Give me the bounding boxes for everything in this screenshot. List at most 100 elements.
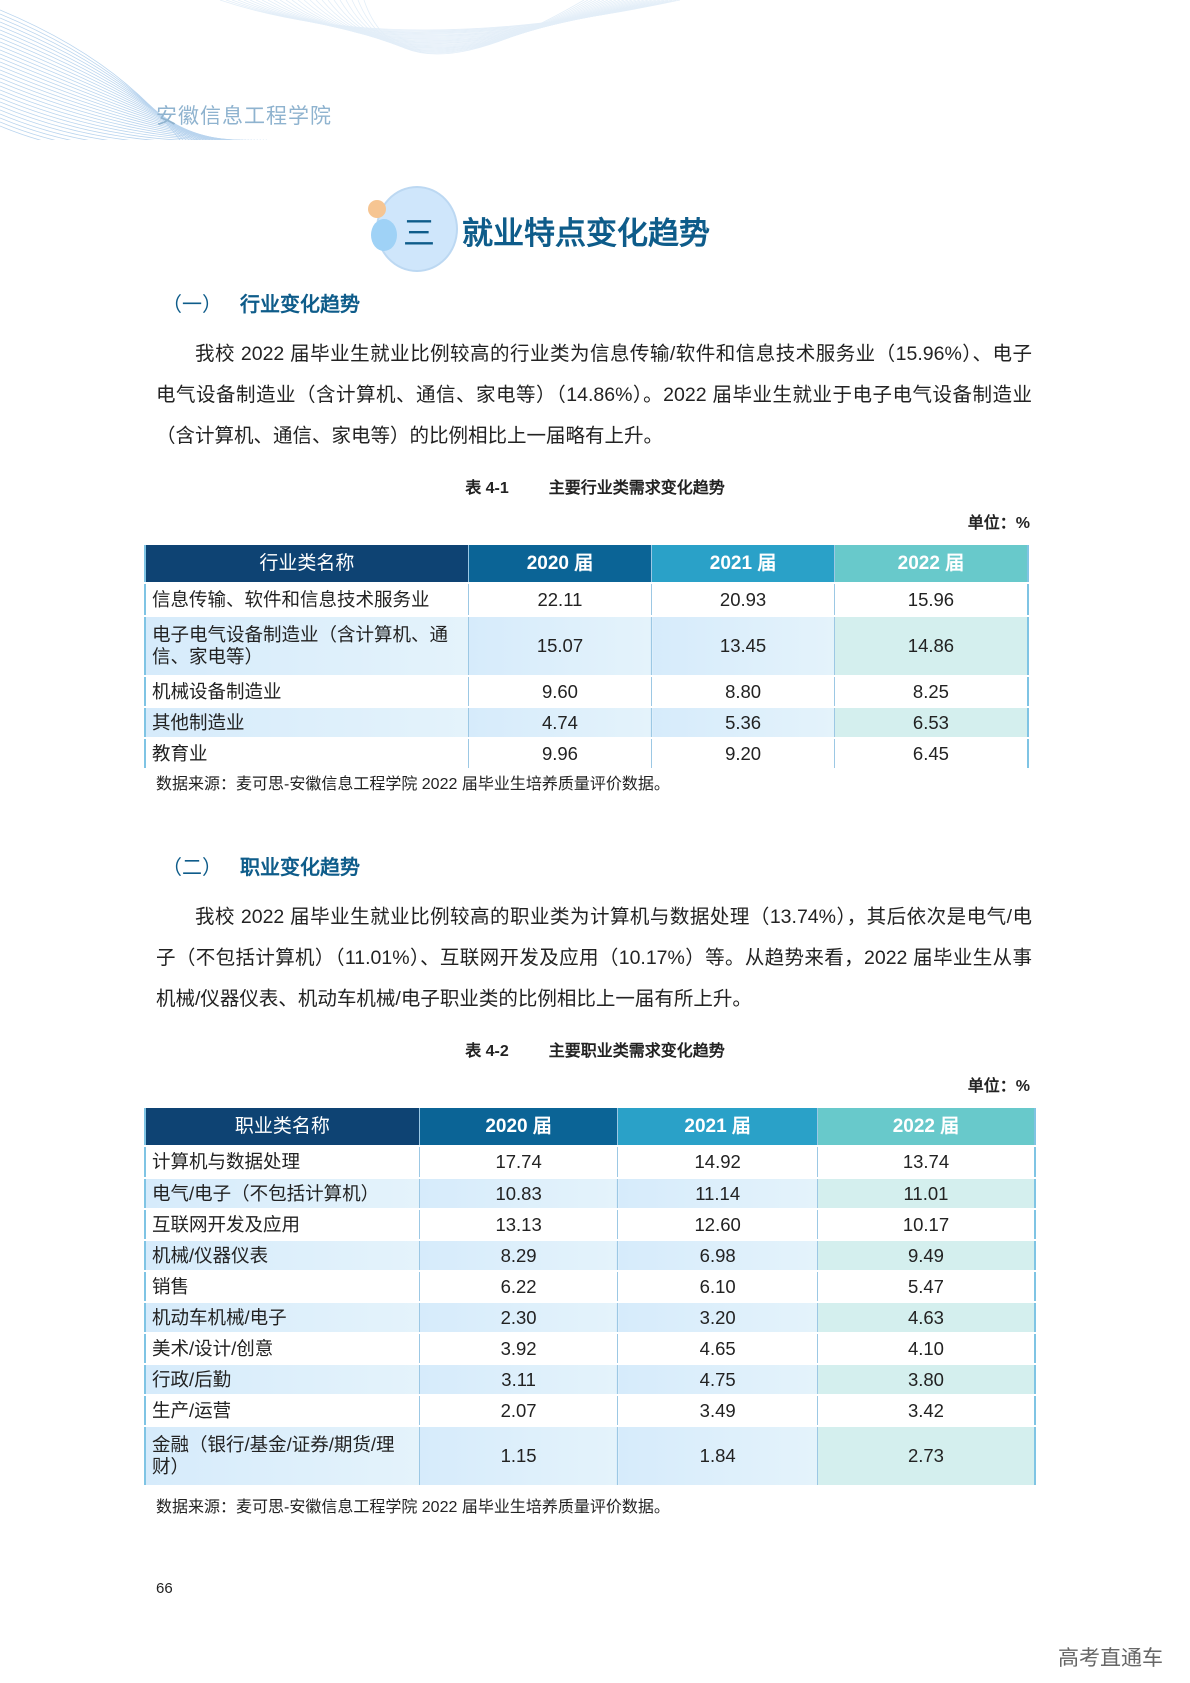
column-header: 2022 届 — [816, 1106, 1036, 1147]
cell-value: 11.14 — [617, 1177, 818, 1210]
data-source: 数据来源：麦可思-安徽信息工程学院 2022 届毕业生培养质量评价数据。 — [156, 1499, 670, 1516]
row-label: 机动车机械/电子 — [144, 1301, 420, 1334]
cell-value: 4.63 — [816, 1301, 1036, 1334]
cell-value: 15.96 — [833, 582, 1029, 617]
table-row: 行政/后勤 3.11 4.75 3.80 — [144, 1363, 1036, 1396]
section-heading-1: （一） 行业变化趋势 — [162, 288, 360, 317]
occupation-table: 职业类名称 2020 届 2021 届 2022 届计算机与数据处理 17.74 14.9… — [144, 1106, 1036, 1487]
cell-value: 9.96 — [467, 737, 653, 770]
table-caption-2: 表 4-2 主要职业类需求变化趋势 — [0, 1037, 1190, 1061]
cell-value: 11.01 — [816, 1177, 1036, 1210]
chapter-heading: 就业特点变化趋势 — [462, 216, 710, 251]
table-row: 计算机与数据处理 17.74 14.92 13.74 — [144, 1145, 1036, 1179]
row-label: 机械/仪器仪表 — [144, 1239, 420, 1272]
cell-value: 6.98 — [617, 1239, 818, 1272]
cell-value: 2.07 — [418, 1394, 619, 1427]
table-header-row: 职业类名称 2020 届 2021 届 2022 届 — [144, 1106, 1036, 1147]
table-row: 生产/运营 2.07 3.49 3.42 — [144, 1394, 1036, 1427]
cell-value: 4.74 — [467, 706, 653, 739]
cell-value: 13.45 — [651, 615, 835, 677]
section-title: 职业变化趋势 — [240, 857, 360, 879]
cell-value: 2.73 — [816, 1425, 1036, 1487]
row-label: 生产/运营 — [144, 1394, 420, 1427]
unit-label: 单位：% — [967, 515, 1030, 532]
cell-value: 1.84 — [617, 1425, 818, 1487]
table-row: 互联网开发及应用 13.13 12.60 10.17 — [144, 1208, 1036, 1241]
unit-label: 单位：% — [967, 1078, 1030, 1095]
row-label: 美术/设计/创意 — [144, 1332, 420, 1365]
table-row: 教育业 9.96 9.20 6.45 — [144, 737, 1029, 770]
cell-value: 13.74 — [816, 1145, 1036, 1179]
row-label: 金融（银行/基金/证券/期货/理财） — [144, 1425, 420, 1487]
table-row: 机械/仪器仪表 8.29 6.98 9.49 — [144, 1239, 1036, 1272]
cell-value: 3.80 — [816, 1363, 1036, 1396]
cell-value: 3.92 — [418, 1332, 619, 1365]
caption-text: 主要职业类需求变化趋势 — [548, 1043, 725, 1060]
table-row: 电气/电子（不包括计算机） 10.83 11.14 11.01 — [144, 1177, 1036, 1210]
chapter-number: 三 — [403, 215, 436, 251]
section-number: （二） — [162, 857, 222, 879]
cell-value: 6.53 — [833, 706, 1029, 739]
data-source: 数据来源：麦可思-安徽信息工程学院 2022 届毕业生培养质量评价数据。 — [156, 776, 670, 793]
cell-value: 3.42 — [816, 1394, 1036, 1427]
cell-value: 14.86 — [833, 615, 1029, 677]
table-row: 销售 6.22 6.10 5.47 — [144, 1270, 1036, 1303]
table-header-row: 行业类名称 2020 届 2021 届 2022 届 — [144, 543, 1029, 584]
table-caption-1: 表 4-1 主要行业类需求变化趋势 — [0, 474, 1190, 498]
row-label: 电气/电子（不包括计算机） — [144, 1177, 420, 1210]
column-header: 2020 届 — [467, 543, 653, 584]
page-number: 66 — [156, 1580, 173, 1597]
section-heading-2: （二） 职业变化趋势 — [162, 851, 360, 880]
cell-value: 5.36 — [651, 706, 835, 739]
table-row: 信息传输、软件和信息技术服务业 22.11 20.93 15.96 — [144, 582, 1029, 617]
caption-text: 主要行业类需求变化趋势 — [548, 480, 725, 497]
circle-decoration — [371, 219, 397, 251]
cell-value: 9.60 — [467, 675, 653, 708]
paragraph-2: 我校 2022 届毕业生就业比例较高的职业类为计算机与数据处理（13.74%），… — [156, 897, 1032, 1020]
cell-value: 8.80 — [651, 675, 835, 708]
cell-value: 10.83 — [418, 1177, 619, 1210]
circle-decoration — [368, 200, 386, 218]
cell-value: 4.75 — [617, 1363, 818, 1396]
chapter-title: 三 就业特点变化趋势 — [368, 186, 768, 276]
cell-value: 6.22 — [418, 1270, 619, 1303]
table-row: 机动车机械/电子 2.30 3.20 4.63 — [144, 1301, 1036, 1334]
cell-value: 13.13 — [418, 1208, 619, 1241]
decorative-wave-lines — [0, 0, 681, 140]
section-title: 行业变化趋势 — [240, 294, 360, 316]
column-header: 职业类名称 — [144, 1106, 420, 1147]
school-header: 安徽信息工程学院 — [156, 105, 332, 128]
cell-value: 22.11 — [467, 582, 653, 617]
cell-value: 4.10 — [816, 1332, 1036, 1365]
column-header: 行业类名称 — [144, 543, 469, 584]
cell-value: 8.25 — [833, 675, 1029, 708]
section-number: （一） — [162, 294, 222, 316]
cell-value: 3.20 — [617, 1301, 818, 1334]
column-header: 2021 届 — [651, 543, 835, 584]
paragraph-1: 我校 2022 届毕业生就业比例较高的行业类为信息传输/软件和信息技术服务业（1… — [156, 334, 1032, 457]
cell-value: 5.47 — [816, 1270, 1036, 1303]
cell-value: 12.60 — [617, 1208, 818, 1241]
cell-value: 4.65 — [617, 1332, 818, 1365]
row-label: 行政/后勤 — [144, 1363, 420, 1396]
row-label: 计算机与数据处理 — [144, 1145, 420, 1179]
cell-value: 6.10 — [617, 1270, 818, 1303]
cell-value: 17.74 — [418, 1145, 619, 1179]
column-header: 2021 届 — [617, 1106, 818, 1147]
column-header: 2022 届 — [833, 543, 1029, 584]
paragraph-text: 我校 2022 届毕业生就业比例较高的行业类为信息传输/软件和信息技术服务业（1… — [156, 343, 1032, 447]
row-label: 其他制造业 — [144, 706, 469, 739]
column-header: 2020 届 — [418, 1106, 619, 1147]
row-label: 互联网开发及应用 — [144, 1208, 420, 1241]
paragraph-text: 我校 2022 届毕业生就业比例较高的职业类为计算机与数据处理（13.74%），… — [156, 906, 1032, 1010]
cell-value: 9.49 — [816, 1239, 1036, 1272]
cell-value: 8.29 — [418, 1239, 619, 1272]
caption-number: 表 4-2 — [465, 1043, 509, 1060]
table-row: 金融（银行/基金/证券/期货/理财） 1.15 1.84 2.73 — [144, 1425, 1036, 1487]
watermark: 高考直通车 — [1058, 1647, 1163, 1670]
cell-value: 3.11 — [418, 1363, 619, 1396]
table-row: 其他制造业 4.74 5.36 6.53 — [144, 706, 1029, 739]
cell-value: 15.07 — [467, 615, 653, 677]
caption-number: 表 4-1 — [465, 480, 509, 497]
cell-value: 14.92 — [617, 1145, 818, 1179]
